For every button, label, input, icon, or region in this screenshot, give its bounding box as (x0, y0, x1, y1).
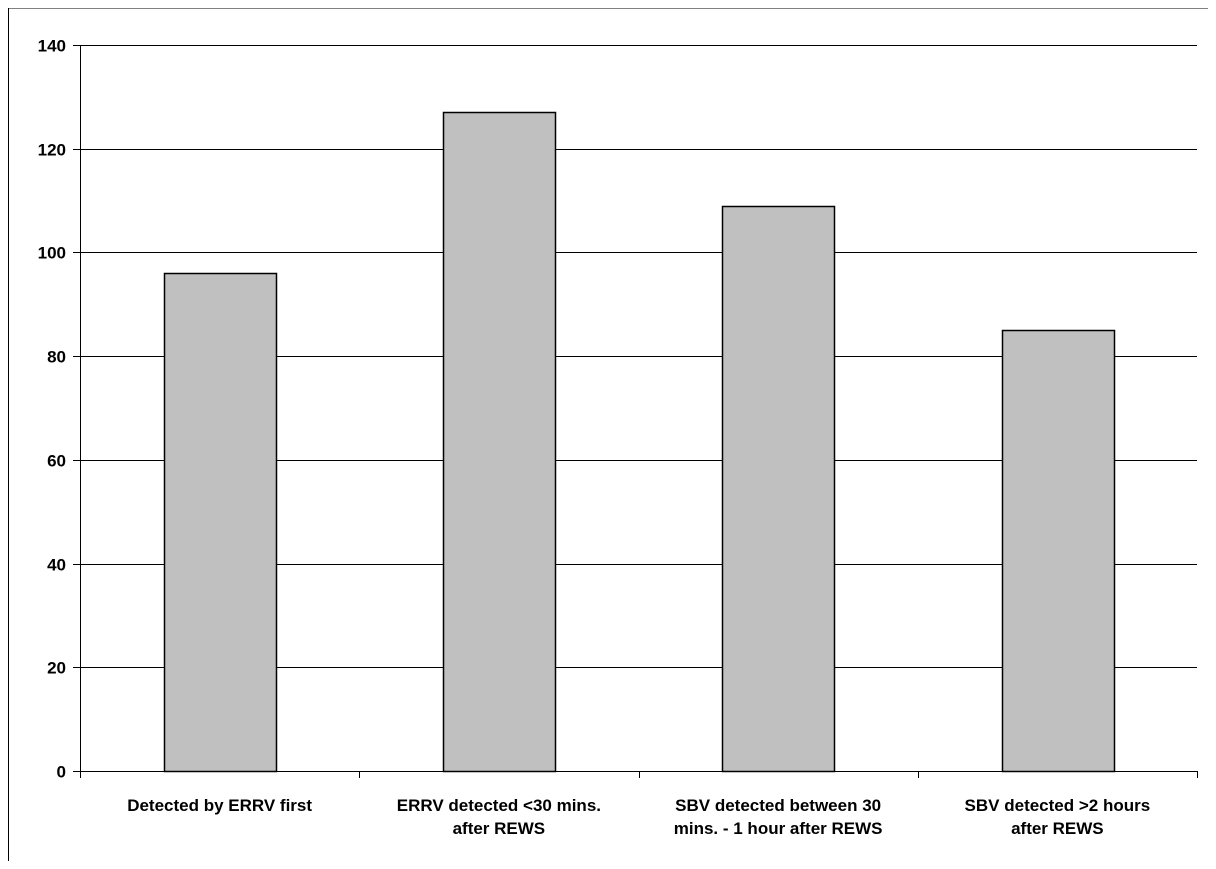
bar (1001, 329, 1116, 773)
bars (163, 111, 1116, 773)
x-tick-label-line: after REWS (453, 819, 546, 838)
y-tick-label: 140 (38, 37, 66, 56)
y-tick-label: 80 (47, 348, 66, 367)
bar (442, 111, 557, 773)
x-tick-label-line: after REWS (1011, 819, 1104, 838)
y-tick-label: 0 (57, 763, 66, 782)
y-tick-label: 60 (47, 452, 66, 471)
x-tick-label-line: SBV detected >2 hours (965, 796, 1151, 815)
bar (163, 272, 278, 773)
x-tick-label-line: ERRV detected <30 mins. (397, 796, 601, 815)
chart-svg: 0 20 40 60 80 100 120 140 Detected by ERRV firs… (8, 8, 1208, 861)
bar-chart: 0 20 40 60 80 100 120 140 Detected by ERRV firs… (8, 8, 1208, 861)
x-tick-label-line: Detected by ERRV first (127, 796, 312, 815)
x-tick-label-line: mins. - 1 hour after REWS (674, 819, 883, 838)
bar (721, 205, 836, 773)
x-tick-label: ERRV detected <30 mins. after REWS (397, 796, 601, 838)
x-tick-label: Detected by ERRV first (127, 796, 312, 815)
y-tick-label: 120 (38, 141, 66, 160)
x-tick-label-line: SBV detected between 30 (675, 796, 881, 815)
x-tick-label: SBV detected between 30 mins. - 1 hour af… (674, 796, 883, 838)
x-tick-label: SBV detected >2 hours after REWS (965, 796, 1151, 838)
y-tick-label: 40 (47, 556, 66, 575)
y-tick-label: 20 (47, 659, 66, 678)
x-tick-labels: Detected by ERRV first ERRV detected <30 … (127, 796, 1150, 838)
y-tick-labels: 0 20 40 60 80 100 120 140 (38, 37, 66, 782)
y-tick-label: 100 (38, 244, 66, 263)
axes (8, 8, 1208, 861)
